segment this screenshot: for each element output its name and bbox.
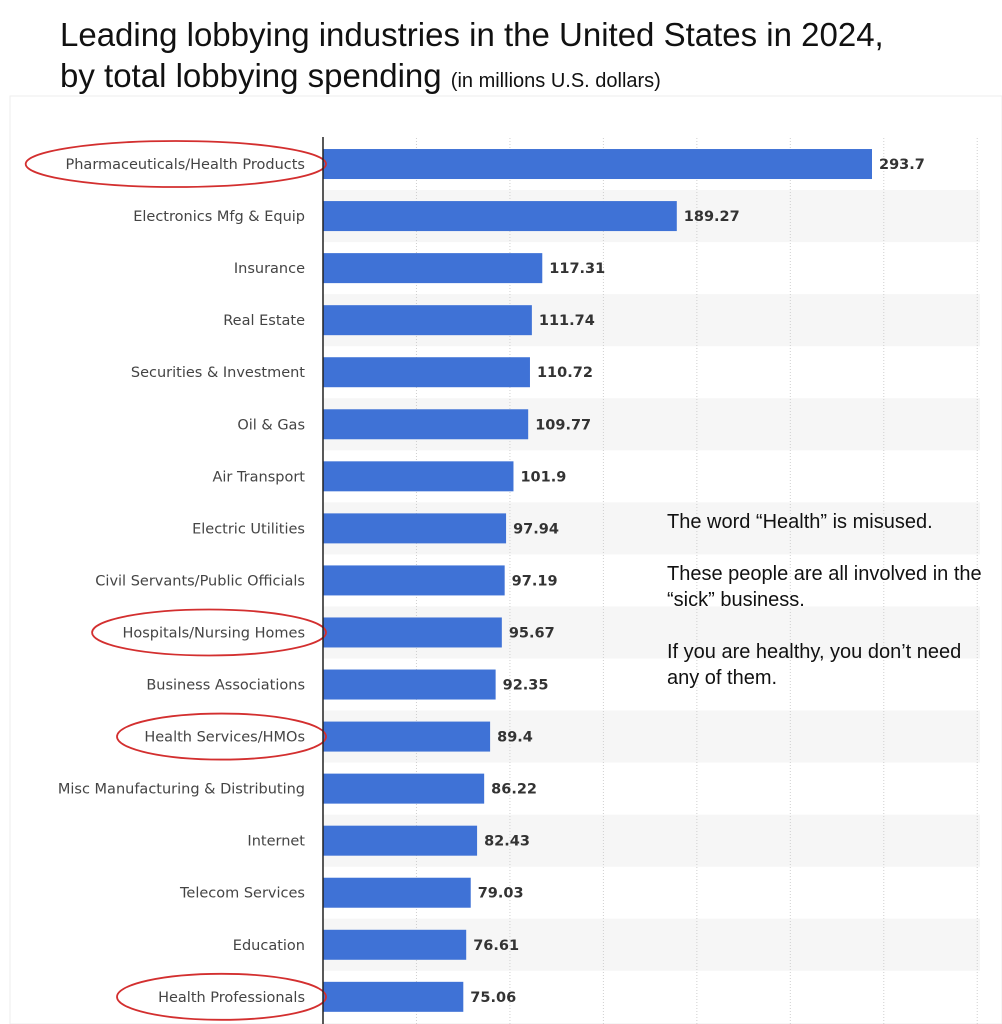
value-label: 76.61 <box>473 938 519 954</box>
value-label: 75.06 <box>470 990 516 1006</box>
bar <box>323 201 677 232</box>
note-line-1: The word “Health” is misused. <box>667 511 933 533</box>
value-label: 92.35 <box>503 678 549 694</box>
category-label: Education <box>233 938 305 954</box>
bar <box>323 669 496 700</box>
note-line-3: If you are healthy, you don’t need any o… <box>667 641 962 689</box>
value-label: 189.27 <box>684 209 740 225</box>
bar <box>323 929 467 960</box>
chart-panel <box>9 95 1002 1024</box>
title-line-1: Leading lobbying industries in the Unite… <box>60 16 884 53</box>
category-label: Civil Servants/Public Officials <box>95 573 305 589</box>
category-label: Real Estate <box>223 313 305 329</box>
bar <box>323 253 543 284</box>
bar <box>323 305 532 336</box>
annotation-note: The word “Health” is misused. These peop… <box>667 509 987 717</box>
category-labels: Pharmaceuticals/Health Products Electroni… <box>58 157 305 1006</box>
category-label: Pharmaceuticals/Health Products <box>66 157 306 173</box>
category-label: Business Associations <box>146 678 305 694</box>
value-label: 111.74 <box>539 313 595 329</box>
bar <box>323 877 471 908</box>
bar <box>323 617 502 648</box>
category-label: Electric Utilities <box>192 521 305 537</box>
title-line-2: by total lobbying spending <box>60 57 442 94</box>
bar <box>323 149 872 180</box>
category-label: Misc Manufacturing & Distributing <box>58 782 305 798</box>
highlight-ellipse <box>116 972 327 1021</box>
bar <box>323 513 507 544</box>
highlight-ellipses <box>24 140 327 1021</box>
category-label: Electronics Mfg & Equip <box>133 209 305 225</box>
category-label: Health Services/HMOs <box>144 730 305 746</box>
bar <box>323 773 485 804</box>
bar <box>323 825 478 856</box>
value-label: 101.9 <box>520 469 566 485</box>
bar <box>323 357 530 388</box>
bar <box>323 565 505 596</box>
category-label: Health Professionals <box>158 990 305 1006</box>
grid-lines <box>415 138 978 1024</box>
bar <box>323 981 464 1012</box>
note-line-2: These people are all involved in the “si… <box>667 563 982 611</box>
value-label: 117.31 <box>549 261 605 277</box>
category-label: Securities & Investment <box>131 365 305 381</box>
value-label: 82.43 <box>484 834 530 850</box>
value-label: 79.03 <box>478 886 524 902</box>
value-label: 293.7 <box>879 157 925 173</box>
highlight-ellipse <box>91 608 327 657</box>
bar <box>323 461 514 492</box>
chart-title: Leading lobbying industries in the Unite… <box>60 14 884 102</box>
highlight-ellipse <box>24 140 327 188</box>
highlight-ellipse <box>116 712 327 761</box>
value-label: 97.19 <box>512 573 558 589</box>
title-unit: (in millions U.S. dollars) <box>450 70 661 92</box>
value-label: 110.72 <box>537 365 593 381</box>
value-labels: 293.7 189.27 117.31 111.74 110.72 109.77 101.9… <box>470 157 925 1006</box>
value-label: 95.67 <box>509 625 555 641</box>
value-label: 109.77 <box>535 417 591 433</box>
value-label: 86.22 <box>491 782 537 798</box>
category-label: Hospitals/Nursing Homes <box>122 625 305 641</box>
value-label: 97.94 <box>513 521 559 537</box>
category-label: Insurance <box>234 261 305 277</box>
category-label: Oil & Gas <box>237 417 305 433</box>
bars <box>323 149 872 1012</box>
value-label: 89.4 <box>497 730 533 746</box>
bar <box>323 409 529 440</box>
category-label: Telecom Services <box>179 886 305 902</box>
category-label: Internet <box>247 834 305 850</box>
category-label: Air Transport <box>212 469 305 485</box>
bar <box>323 721 491 752</box>
